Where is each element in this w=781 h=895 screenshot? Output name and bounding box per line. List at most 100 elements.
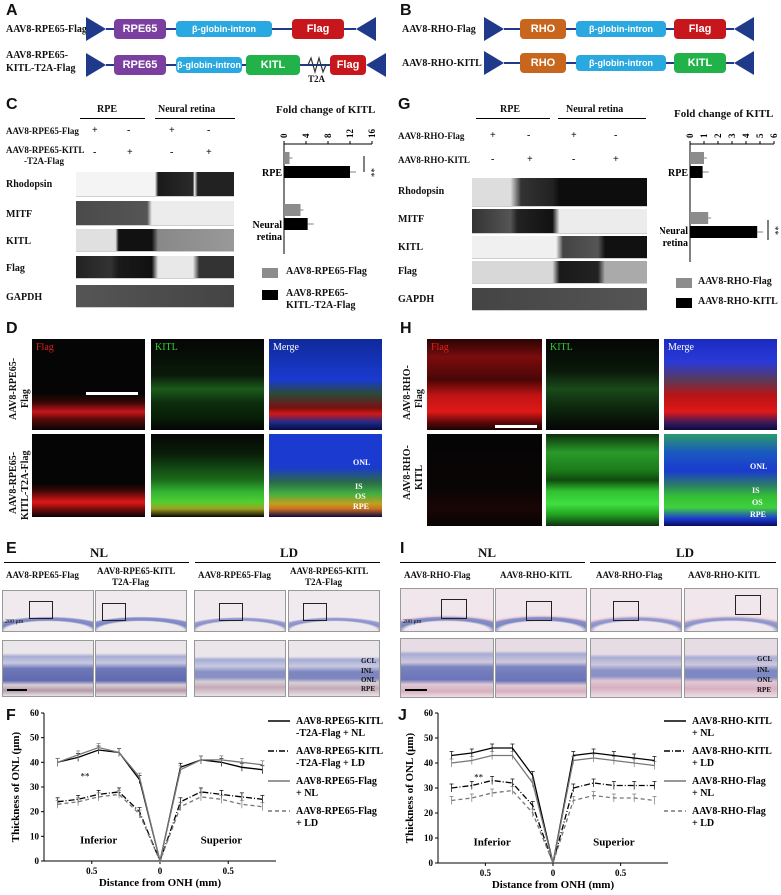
c-row1-label: AAV8-RPE65-Flag	[6, 126, 79, 136]
d-merge-bottom: ONL IS OS RPE	[269, 434, 382, 517]
d-row1-line1: AAV8-RPE65-	[8, 357, 19, 420]
legend-label: -T2A-Flag + NL	[296, 728, 365, 739]
panel-label-d: D	[6, 320, 18, 337]
e-col-label: AAV8-RPE65-KITL	[290, 566, 369, 576]
intron-box: β-globin-intron	[176, 21, 272, 37]
panel-label-e: E	[6, 540, 17, 557]
panel-label-h: H	[400, 320, 412, 337]
x-tick-label: 0	[685, 133, 695, 138]
i-ld-line	[590, 562, 776, 563]
c-sign: -	[170, 147, 174, 158]
h-row2-line1: AAV8-RHO-	[402, 445, 413, 500]
h-merge-bottom: ONL IS OS RPE	[664, 434, 777, 526]
i-overview-2	[495, 588, 587, 632]
series-line	[451, 789, 655, 865]
g-sign: +	[571, 130, 577, 141]
e-nl-line	[4, 562, 189, 563]
g-sign: -	[572, 154, 576, 165]
h-kitl-top: KITL	[546, 339, 659, 430]
x-tick-label: 6	[769, 133, 779, 138]
g-sign: +	[613, 154, 619, 165]
i-layer-rpe: RPE	[757, 686, 771, 694]
e-overview-4	[288, 590, 380, 632]
y-tick-label: 60	[424, 708, 434, 718]
legend-label: AAV8-RPE65-KITL	[296, 746, 383, 757]
d-flag-header: Flag	[36, 342, 54, 353]
inset-box	[735, 595, 761, 615]
inset-box	[613, 601, 639, 621]
series-line	[451, 779, 655, 866]
y-tick-label: 30	[424, 783, 434, 793]
construct-b2-name: AAV8-RHO-KITL	[402, 58, 482, 69]
g-sign: +	[527, 154, 533, 165]
h-flag-bottom	[427, 434, 542, 526]
c-col-rpe-line	[80, 118, 145, 119]
legend-label: AAV8-RPE65-Flag	[296, 806, 377, 817]
g-sign: -	[491, 154, 495, 165]
x-axis-label: Distance from ONH (mm)	[492, 879, 615, 891]
c-blot-gapdh	[76, 285, 234, 308]
region-label-inferior: Inferior	[473, 837, 510, 849]
c-sign: +	[127, 147, 133, 158]
region-label-superior: Superior	[201, 835, 243, 847]
h-row2-line2: KITL	[414, 464, 425, 490]
construct-a2-name-line2: KITL-T2A-Flag	[6, 63, 76, 74]
i-zoom-3	[590, 638, 682, 698]
y-axis-label: Thickness of ONL (μm)	[10, 731, 22, 842]
scale-bar	[86, 392, 138, 395]
i-layer-onl: ONL	[757, 676, 773, 684]
d-row2-line2: KITL-T2A-Flag	[20, 450, 31, 520]
g-legend-swatch-black	[676, 298, 692, 308]
c-band-label: Flag	[6, 263, 25, 274]
bar	[284, 152, 290, 164]
c-blot-flag	[76, 256, 234, 279]
e-layer-rpe: RPE	[361, 685, 375, 693]
y-tick-label: 10	[424, 833, 434, 843]
itr-right-icon	[734, 17, 754, 41]
d-layer-onl: ONL	[353, 458, 371, 467]
x-tick-label: 0.5	[480, 868, 492, 878]
legend-label: -T2A-Flag + LD	[296, 758, 365, 769]
legend-label: AAV8-RPE65-Flag	[296, 776, 377, 787]
c-sign: +	[92, 125, 98, 136]
c-legend-label: AAV8-RPE65-Flag	[286, 266, 367, 277]
panel-label-a: A	[6, 2, 18, 19]
sig-label: **	[366, 168, 376, 178]
g-blot-gapdh	[472, 288, 647, 311]
h-merge-header: Merge	[668, 342, 694, 353]
g-legend-label: AAV8-RHO-Flag	[698, 276, 772, 287]
y-tick-label: 30	[30, 782, 40, 792]
g-sign: -	[527, 130, 531, 141]
group-label-neural-retina: Neural	[660, 226, 688, 237]
h-flag-top: Flag	[427, 339, 542, 430]
g-legend-label: AAV8-RHO-KITL	[698, 296, 778, 307]
c-row2-label-line2: -T2A-Flag	[24, 156, 64, 166]
x-axis-label: Distance from ONH (mm)	[99, 877, 222, 889]
d-layer-os: OS	[355, 492, 366, 501]
g-col-rpe-line	[476, 118, 550, 119]
itr-left-icon	[86, 17, 106, 41]
d-kitl-top: KITL	[151, 339, 264, 430]
sig-label: **	[80, 772, 90, 782]
y-tick-label: 10	[30, 831, 40, 841]
construct-a2-diagram: RPE65 β-globin-intron KITL T2A Flag	[86, 50, 386, 86]
legend-label: AAV8-RHO-Flag	[692, 776, 766, 787]
c-sign: -	[93, 147, 97, 158]
i-layer-gcl: GCL	[757, 655, 773, 663]
e-zoom-2	[95, 640, 187, 697]
legend-label: AAV8-RPE65-KITL	[296, 716, 383, 727]
x-tick-label: 0	[551, 868, 556, 878]
c-legend-swatch-black	[262, 290, 278, 300]
legend-label: + LD	[296, 818, 318, 829]
x-tick-label: 0.5	[86, 866, 98, 876]
e-ld-header: LD	[280, 545, 299, 560]
kitl-box: KITL	[246, 55, 300, 75]
d-merge-top: Merge	[269, 339, 382, 430]
bar	[284, 204, 301, 216]
e-zoom-3	[194, 640, 286, 697]
y-tick-label: 20	[424, 808, 434, 818]
construct-b1-diagram: RHO β-globin-intron Flag	[484, 14, 754, 44]
h-flag-header: Flag	[431, 342, 449, 353]
i-zoom-1	[400, 638, 494, 698]
scale-bar	[495, 425, 537, 428]
